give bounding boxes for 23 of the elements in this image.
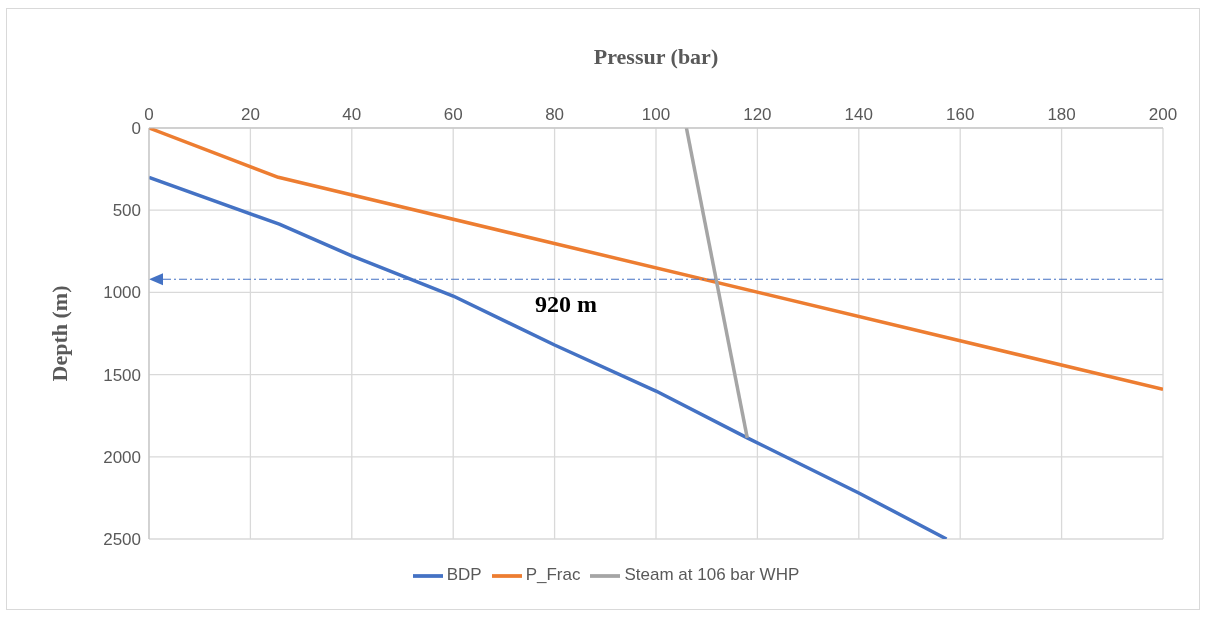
y-tick-label: 1500 (103, 365, 141, 385)
y-tick-label: 1000 (103, 283, 141, 303)
legend-label: Steam at 106 bar WHP (624, 565, 800, 585)
y-tick-label: 0 (131, 119, 141, 139)
x-tick-label: 20 (240, 105, 260, 124)
x-tick-label: 60 (443, 105, 463, 124)
x-tick-label: 0 (144, 105, 154, 124)
ref-line-label: 920 m (535, 290, 597, 317)
y-axis-title: Depth (m) (46, 285, 72, 382)
x-tick-label: 140 (844, 105, 873, 124)
y-tick-label: 500 (112, 201, 141, 221)
y-tick-label: 2000 (103, 447, 141, 467)
x-tick-label: 200 (1148, 105, 1178, 124)
x-tick-label: 120 (743, 105, 772, 124)
x-tick-label: 180 (1047, 105, 1076, 124)
x-axis-title: Pressur (bar) (593, 43, 719, 69)
legend-label: BDP (446, 565, 482, 585)
x-tick-label: 160 (946, 105, 975, 124)
x-tick-label: 80 (545, 105, 565, 124)
legend-label: P_Frac (525, 565, 581, 585)
y-tick-label: 2500 (103, 530, 141, 550)
x-tick-label: 40 (342, 105, 362, 124)
x-tick-label: 100 (641, 105, 671, 124)
